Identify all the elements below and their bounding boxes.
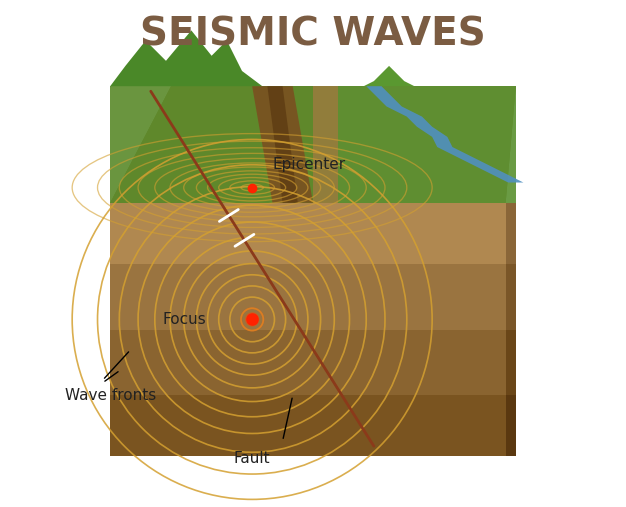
Polygon shape — [252, 86, 313, 203]
Polygon shape — [267, 86, 298, 203]
Polygon shape — [110, 330, 506, 395]
Polygon shape — [110, 86, 313, 203]
Polygon shape — [506, 203, 516, 456]
Polygon shape — [338, 86, 516, 203]
Polygon shape — [506, 264, 516, 330]
Polygon shape — [366, 86, 523, 183]
Polygon shape — [364, 66, 516, 86]
Text: Focus: Focus — [163, 312, 207, 327]
Polygon shape — [110, 86, 516, 203]
Polygon shape — [506, 203, 516, 264]
Text: Wave fronts: Wave fronts — [64, 388, 156, 403]
Polygon shape — [506, 395, 516, 456]
Polygon shape — [110, 203, 506, 456]
Polygon shape — [506, 330, 516, 395]
Text: Epicenter: Epicenter — [272, 157, 346, 172]
Polygon shape — [110, 203, 506, 264]
Polygon shape — [110, 264, 506, 330]
Polygon shape — [110, 86, 516, 203]
Text: SEISMIC WAVES: SEISMIC WAVES — [140, 15, 486, 53]
Polygon shape — [110, 30, 313, 86]
Polygon shape — [110, 86, 516, 203]
Polygon shape — [110, 395, 506, 456]
Text: Fault: Fault — [234, 451, 270, 466]
